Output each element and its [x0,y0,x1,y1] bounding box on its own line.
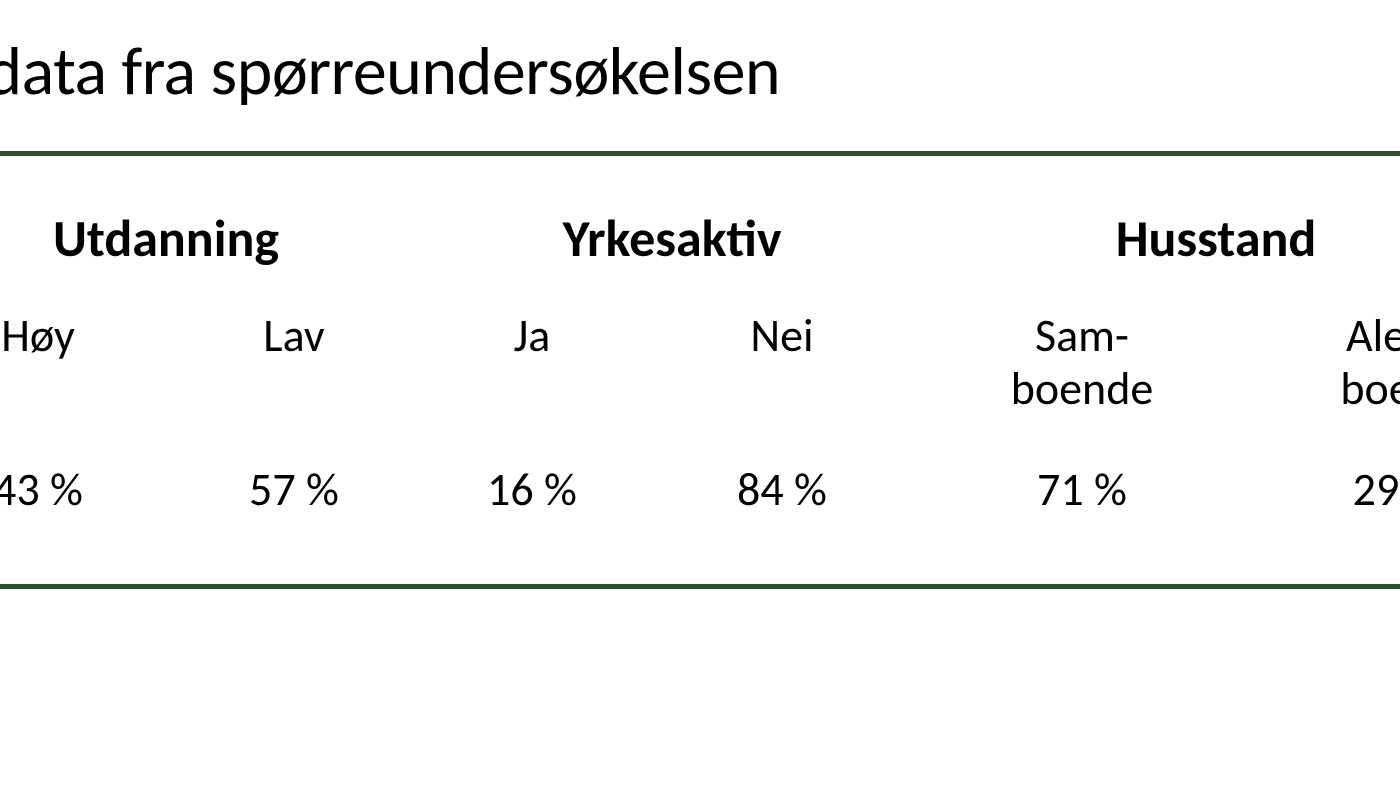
column-header-row: Høy Lav Ja Nei Sam- boende Ale boe [0,310,1400,416]
group-title: Yrkesaktiv [563,206,782,270]
table-row: 43 % 57 % 16 % 84 % 71 % 29 [0,462,1400,518]
group-header-utdanning: Utdanning [0,206,422,270]
column-header: Lav [166,310,422,363]
column-header: Sam- boende [922,310,1242,416]
group-header-row: Utdanning Yrkesaktiv Husstand [0,206,1400,270]
table-cell: 29 [1242,462,1400,518]
table-cell: 84 % [642,462,922,518]
column-header: Nei [642,310,922,363]
table-cell: 71 % [922,462,1242,518]
table-cell: 57 % [166,462,422,518]
column-header: Ale boe [1242,310,1400,416]
group-title: Husstand [1116,206,1317,270]
page-title: ke data fra spørreundersøkelsen [0,30,1400,113]
group-title: Utdanning [53,206,279,270]
table-cell: 16 % [422,462,642,518]
column-header: Ja [422,310,642,363]
survey-table-container: ke data fra spørreundersøkelsen Utdannin… [0,30,1400,589]
table-cell: 43 % [0,462,166,518]
group-header-husstand: Husstand [922,206,1400,270]
column-header: Høy [0,310,166,363]
data-table: Utdanning Yrkesaktiv Husstand Høy Lav Ja… [0,151,1400,589]
group-header-yrkesaktiv: Yrkesaktiv [422,206,922,270]
